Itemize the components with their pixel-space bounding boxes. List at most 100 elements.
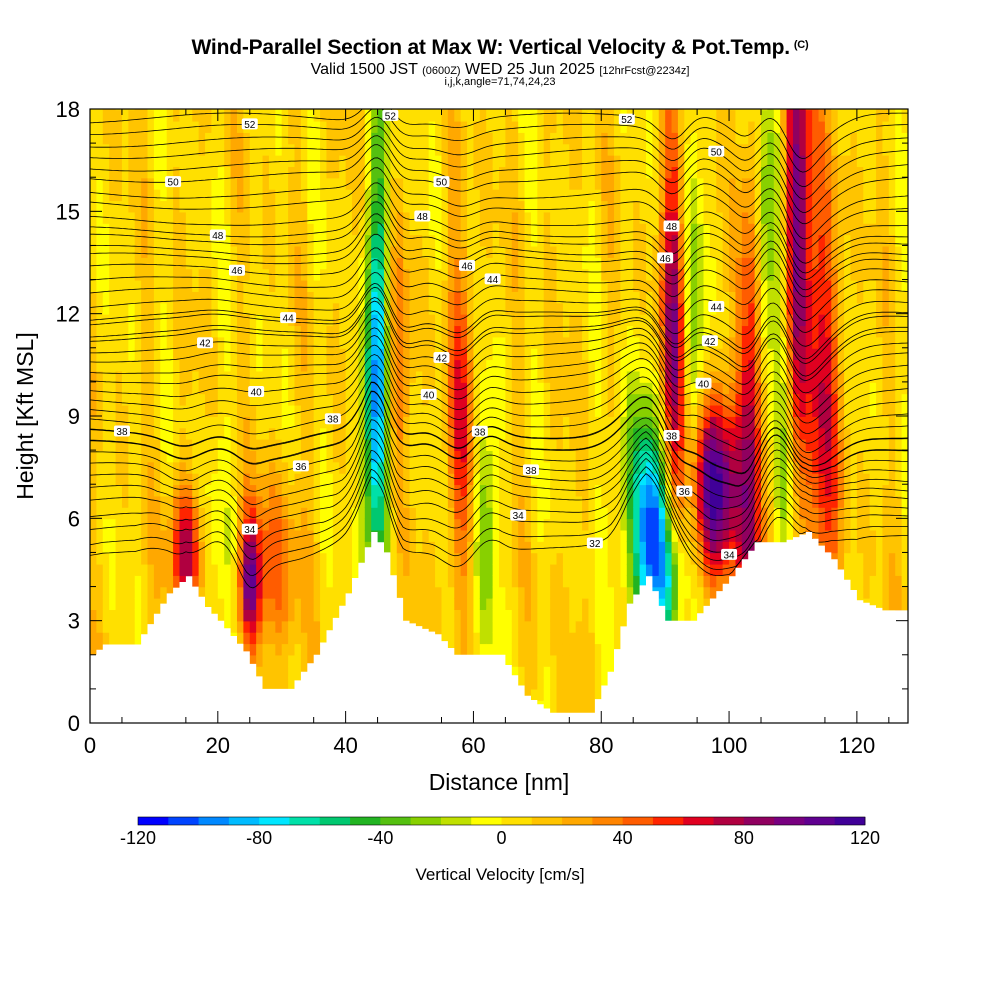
w-cell	[90, 404, 97, 417]
w-cell	[537, 291, 545, 304]
w-cell	[339, 314, 347, 327]
w-cell	[134, 370, 142, 383]
w-cell	[518, 416, 526, 429]
w-cell	[518, 166, 526, 179]
w-cell	[486, 348, 494, 361]
w-cell	[588, 518, 596, 531]
w-cell	[173, 189, 181, 202]
w-cell	[243, 620, 251, 633]
w-cell	[428, 552, 436, 565]
w-cell	[383, 302, 391, 315]
w-cell	[626, 314, 634, 327]
w-cell	[205, 461, 213, 474]
w-cell	[364, 234, 372, 247]
w-cell	[153, 484, 161, 497]
w-cell	[294, 632, 302, 645]
w-cell	[205, 348, 213, 361]
w-cell	[562, 495, 570, 508]
w-cell	[313, 234, 321, 247]
w-cell	[396, 541, 404, 554]
w-cell	[435, 461, 443, 474]
w-cell	[537, 632, 545, 645]
w-cell	[268, 291, 276, 304]
w-cell	[569, 495, 577, 508]
w-cell	[479, 189, 487, 202]
w-cell	[537, 302, 545, 315]
w-cell	[626, 404, 634, 417]
w-cell	[96, 143, 104, 156]
w-cell	[518, 666, 526, 679]
title-mark: (C)	[793, 39, 809, 51]
w-cell	[307, 427, 315, 440]
w-cell	[467, 507, 475, 520]
w-cell	[377, 120, 385, 133]
w-cell	[556, 450, 564, 463]
w-cell	[109, 393, 117, 406]
w-cell	[543, 484, 551, 497]
w-cell	[511, 666, 519, 679]
w-cell	[236, 336, 244, 349]
w-cell	[128, 393, 136, 406]
w-cell	[153, 439, 161, 451]
w-cell	[575, 529, 583, 542]
w-cell	[633, 382, 641, 395]
w-cell	[179, 132, 187, 145]
w-cell	[288, 336, 296, 349]
w-cell	[243, 416, 251, 429]
w-cell	[96, 393, 104, 406]
w-cell	[665, 382, 673, 395]
w-cell	[537, 620, 545, 633]
w-cell	[147, 450, 155, 463]
w-cell	[90, 586, 97, 599]
w-cell	[409, 120, 417, 133]
w-cell	[441, 439, 449, 451]
w-cell	[447, 336, 455, 349]
w-cell	[435, 120, 443, 133]
w-cell	[390, 177, 398, 190]
w-cell	[543, 336, 551, 349]
w-cell	[307, 109, 315, 122]
w-cell	[588, 382, 596, 395]
w-cell	[217, 393, 225, 406]
w-cell	[326, 132, 334, 145]
w-cell	[492, 109, 500, 122]
w-cell	[633, 359, 641, 372]
w-cell	[173, 166, 181, 179]
w-cell	[639, 518, 647, 531]
w-cell	[422, 552, 430, 565]
w-cell	[524, 427, 532, 440]
w-cell	[358, 177, 366, 190]
w-cell	[121, 495, 129, 508]
w-cell	[224, 427, 232, 440]
w-cell	[205, 473, 213, 486]
w-cell	[415, 177, 423, 190]
w-cell	[530, 234, 538, 247]
w-cell	[205, 518, 213, 531]
w-cell	[300, 495, 308, 508]
w-cell	[153, 598, 161, 611]
w-cell	[109, 404, 117, 417]
w-cell	[141, 404, 149, 417]
w-cell	[511, 450, 519, 463]
w-cell	[281, 245, 289, 258]
w-cell	[300, 143, 308, 156]
w-cell	[645, 563, 653, 576]
w-cell	[275, 393, 283, 406]
w-cell	[243, 484, 251, 497]
w-cell	[256, 643, 264, 656]
w-cell	[409, 484, 417, 497]
w-cell	[575, 518, 583, 531]
w-cell	[556, 257, 564, 270]
w-cell	[281, 552, 289, 565]
w-cell	[428, 234, 436, 247]
w-cell	[562, 370, 570, 383]
w-cell	[543, 291, 551, 304]
w-cell	[141, 166, 149, 179]
w-cell	[313, 200, 321, 213]
subtitle-valid: Valid 1500 JST	[310, 61, 418, 78]
w-cell	[518, 223, 526, 236]
w-cell	[460, 348, 468, 361]
w-cell	[569, 518, 577, 531]
w-cell	[550, 632, 558, 645]
w-cell	[492, 529, 500, 542]
